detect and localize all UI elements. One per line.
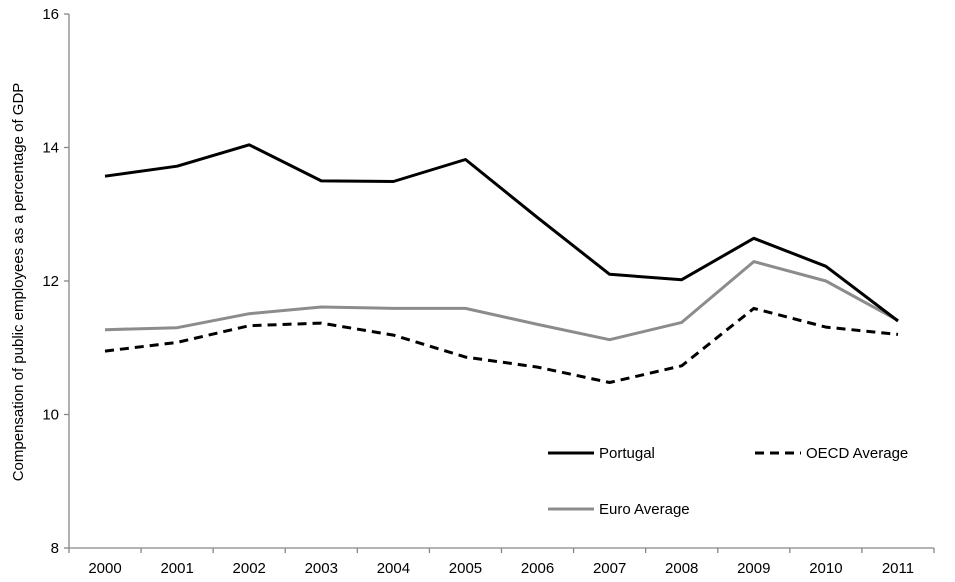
x-tick-label: 2001 bbox=[160, 560, 193, 577]
x-tick-label: 2009 bbox=[737, 560, 770, 577]
y-tick-label: 16 bbox=[42, 6, 59, 23]
y-axis-title: Compensation of public employees as a pe… bbox=[10, 83, 27, 482]
axes bbox=[68, 14, 934, 549]
legend-label-oecd-average: OECD Average bbox=[806, 445, 908, 462]
legend-label-euro-average: Euro Average bbox=[599, 501, 690, 518]
legend: Portugal OECD Average Euro Average bbox=[548, 445, 908, 518]
series-layer bbox=[104, 143, 899, 384]
series-line-euro-average bbox=[104, 260, 899, 342]
series-line-portugal bbox=[104, 143, 899, 323]
x-tick-label: 2000 bbox=[88, 560, 121, 577]
y-tick-label: 8 bbox=[51, 540, 59, 557]
series-line-oecd-average bbox=[104, 306, 899, 384]
x-tick-label: 2006 bbox=[521, 560, 554, 577]
x-axis-ticks: 2000 2001 2002 2003 2004 2005 2006 2007 2008 2009… bbox=[68, 548, 935, 577]
y-tick-label: 12 bbox=[42, 273, 59, 290]
x-tick-label: 2007 bbox=[593, 560, 626, 577]
x-tick-label: 2005 bbox=[449, 560, 482, 577]
legend-label-portugal: Portugal bbox=[599, 445, 655, 462]
x-tick-label: 2010 bbox=[809, 560, 842, 577]
x-tick-label: 2011 bbox=[882, 560, 914, 577]
x-tick-label: 2003 bbox=[305, 560, 338, 577]
x-tick-label: 2002 bbox=[233, 560, 266, 577]
x-tick-label: 2004 bbox=[377, 560, 410, 577]
y-tick-label: 14 bbox=[42, 140, 59, 157]
x-tick-label: 2008 bbox=[665, 560, 698, 577]
y-tick-label: 10 bbox=[42, 407, 59, 424]
y-axis-ticks: 8 10 12 14 16 bbox=[42, 6, 69, 557]
